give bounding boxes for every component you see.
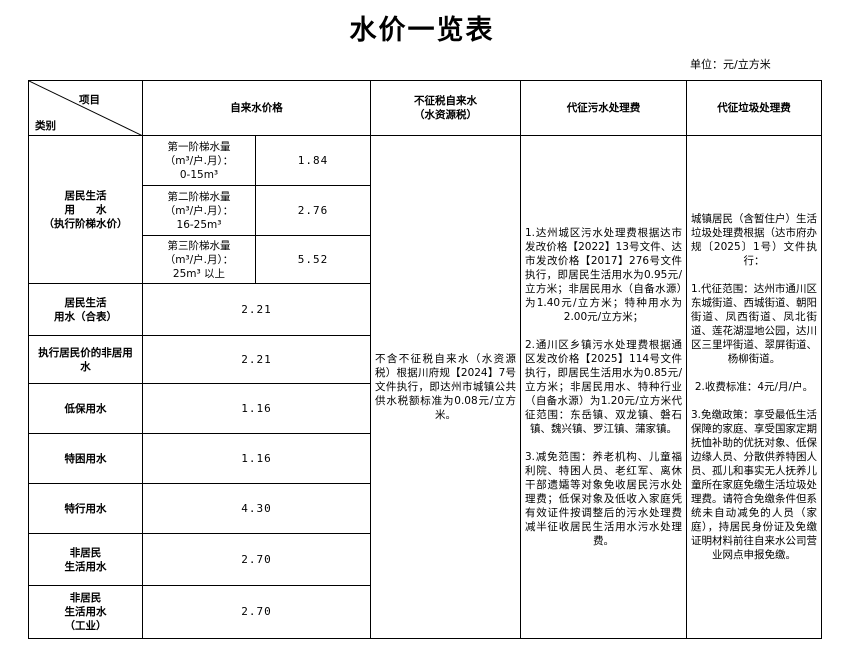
category-cell: 特行用水 <box>28 483 143 534</box>
category-cell: 非居民生活用水 （工业） <box>28 585 143 639</box>
header-resource-tax-line1: 不征税自来水 <box>414 95 477 107</box>
price-cell: 4.30 <box>142 483 371 534</box>
garbage-cell: 城镇居民（含暂住户）生活垃圾处理费根据（达市府办规〔2025〕1号）文件执行： … <box>686 135 822 639</box>
sewage-cell: 1.达州城区污水处理费根据达市发改价格【2022】13号文件、达市发改价格【20… <box>520 135 687 639</box>
table-row: 特行用水 4.30 <box>28 483 822 534</box>
table-row: 居民生活 用 水 （执行阶梯水价） 第一阶梯水量 （m³/户.月）： 0-15m³ … <box>28 135 822 639</box>
category-cell: 非居民 生活用水 <box>28 533 143 586</box>
unit-label: 单位：元/立方米 <box>690 58 771 71</box>
sewage-paragraph: 1.达州城区污水处理费根据达市发改价格【2022】13号文件、达市发改价格【20… <box>525 227 682 323</box>
tier-label: 第一阶梯水量 （m³/户.月）： 0-15m³ <box>142 135 256 186</box>
header-corner-cell: 项目 类别 <box>28 80 143 136</box>
tier-line: （m³/户.月）： <box>164 253 234 266</box>
table-row: 特困用水 1.16 <box>28 433 822 484</box>
tier-line: 第二阶梯水量 <box>167 190 231 203</box>
header-garbage: 代征垃圾处理费 <box>686 80 822 136</box>
price-cell: 2.70 <box>142 585 371 639</box>
tier-label: 第三阶梯水量 （m³/户.月）： 25m³ 以上 <box>142 235 256 284</box>
garbage-paragraph: 城镇居民（含暂住户）生活垃圾处理费根据（达市府办规〔2025〕1号）文件执行： <box>691 213 817 267</box>
table-row: 居民生活 用水（合表） 2.21 <box>28 283 822 336</box>
tier-line: 25m³ 以上 <box>172 267 226 280</box>
price-cell: 2.70 <box>142 533 371 586</box>
table-row: 执行居民价的非居用水 2.21 <box>28 335 822 384</box>
category-line: 执行居民价的非居用 <box>38 346 133 359</box>
resource-tax-cell: 不含不征税自来水（水资源税）根据川府规【2024】7号文件执行，即达州市城镇公共… <box>370 135 521 639</box>
category-line: （工业） <box>64 620 107 632</box>
sewage-paragraph: 3.减免范围：养老机构、儿童福利院、特困人员、老红军、离休干部遗孀等对象免收居民… <box>525 451 682 547</box>
page-title: 水价一览表 <box>349 15 495 46</box>
tier-line: 第一阶梯水量 <box>167 140 231 153</box>
header-sewage: 代征污水处理费 <box>520 80 687 136</box>
header-tap-price: 自来水价格 <box>142 80 371 136</box>
category-line: （执行阶梯水价） <box>43 217 128 230</box>
category-cell: 特困用水 <box>28 433 143 484</box>
tier-label: 第二阶梯水量 （m³/户.月）： 16-25m³ <box>142 185 256 236</box>
category-line: 用水（合表） <box>54 310 117 323</box>
header-category: 类别 <box>35 120 56 132</box>
tier-price: 2.76 <box>255 185 371 236</box>
category-cell: 居民生活 用水（合表） <box>28 283 143 336</box>
garbage-paragraph: 2.收费标准：4元/月/户。 <box>694 381 814 393</box>
category-line: 居民生活 <box>64 189 107 202</box>
price-cell: 2.21 <box>142 283 371 336</box>
tier-line: 0-15m³ <box>179 168 219 181</box>
header-item: 项目 <box>79 94 100 106</box>
table-row: 第三阶梯水量 （m³/户.月）： 25m³ 以上 5.52 <box>29 235 822 284</box>
garbage-paragraph: 1.代征范围：达州市通川区东城街道、西城街道、朝阳街道、凤西街道、凤北街道、莲花… <box>691 283 817 365</box>
category-line: 非居民 <box>69 592 102 604</box>
price-cell: 1.16 <box>142 383 371 434</box>
table-row: 非居民 生活用水 2.70 <box>28 533 822 586</box>
residential-category: 居民生活 用 水 （执行阶梯水价） <box>28 135 143 284</box>
category-line: 生活用水 <box>64 560 107 573</box>
header-resource-tax: 不征税自来水 （水资源税） <box>370 80 521 136</box>
price-cell: 1.16 <box>142 433 371 484</box>
tier-line: （m³/户.月）： <box>164 154 234 167</box>
category-cell: 执行居民价的非居用水 <box>28 335 143 384</box>
category-line: 水 <box>80 360 91 373</box>
header-row: 项目 类别 自来水价格 不征税自来水 （水资源税） 代征污水处理费 代征垃圾处理费 <box>28 80 822 136</box>
category-line: 非居民 <box>69 546 102 559</box>
category-cell: 低保用水 <box>28 383 143 434</box>
header-resource-tax-line2: （水资源税） <box>414 109 477 121</box>
price-cell: 2.21 <box>142 335 371 384</box>
tier-price: 5.52 <box>255 235 371 284</box>
tier-line: （m³/户.月）： <box>164 204 234 217</box>
table-row: 非居民生活用水 （工业） 2.70 <box>28 585 822 639</box>
tier-price: 1.84 <box>255 135 371 186</box>
tier-line: 16-25m³ <box>176 218 222 231</box>
category-line: 居民生活 <box>64 296 107 309</box>
category-line: 用 水 <box>64 203 107 216</box>
garbage-paragraph: 3.免缴政策：享受最低生活保障的家庭、享受国家定期抚恤补助的优抚对象、低保边缘人… <box>691 409 817 561</box>
category-line: 生活用水 <box>64 606 107 618</box>
table-row: 低保用水 1.16 <box>28 383 822 434</box>
diagonal-line <box>29 81 142 135</box>
water-price-table: 项目 类别 自来水价格 不征税自来水 （水资源税） 代征污水处理费 代征垃圾处理费… <box>28 80 822 639</box>
tier-line: 第三阶梯水量 <box>167 239 231 252</box>
sewage-paragraph: 2.通川区乡镇污水处理费根据通区发改价格【2025】114号文件执行，即居民生活… <box>525 339 682 435</box>
